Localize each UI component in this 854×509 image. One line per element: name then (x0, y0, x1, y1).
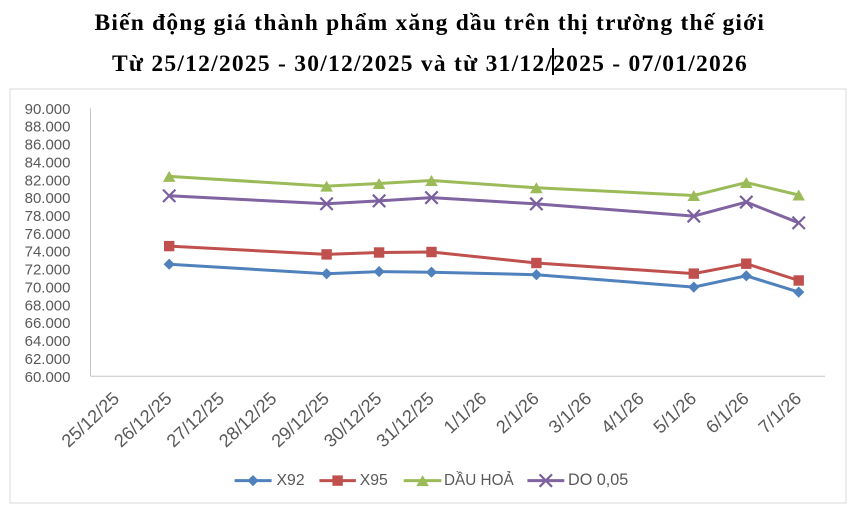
svg-text:88.000: 88.000 (25, 119, 71, 136)
svg-text:74.000: 74.000 (25, 244, 71, 261)
svg-text:60.000: 60.000 (25, 369, 71, 386)
svg-text:29/12/25: 29/12/25 (268, 388, 333, 451)
svg-text:5/1/26: 5/1/26 (650, 388, 701, 437)
svg-text:1/1/26: 1/1/26 (440, 388, 491, 437)
svg-text:26/12/25: 26/12/25 (110, 388, 175, 451)
svg-text:DO 0,05: DO 0,05 (568, 471, 628, 489)
svg-text:7/1/26: 7/1/26 (755, 388, 806, 437)
svg-text:90.000: 90.000 (25, 101, 71, 118)
svg-text:84.000: 84.000 (25, 154, 71, 171)
svg-text:70.000: 70.000 (25, 280, 71, 297)
svg-text:31/12/25: 31/12/25 (373, 388, 438, 451)
svg-text:30/12/25: 30/12/25 (320, 388, 385, 451)
svg-text:72.000: 72.000 (25, 262, 71, 279)
svg-text:3/1/26: 3/1/26 (545, 388, 596, 437)
svg-text:X95: X95 (360, 472, 388, 489)
svg-text:25/12/25: 25/12/25 (58, 388, 123, 451)
svg-text:28/12/25: 28/12/25 (215, 388, 280, 451)
svg-text:2/1/26: 2/1/26 (492, 388, 543, 437)
svg-text:78.000: 78.000 (25, 208, 71, 225)
svg-text:6/1/26: 6/1/26 (702, 388, 753, 437)
svg-text:68.000: 68.000 (25, 297, 71, 314)
svg-text:66.000: 66.000 (25, 315, 71, 332)
svg-text:86.000: 86.000 (25, 137, 71, 154)
svg-text:27/12/25: 27/12/25 (163, 388, 228, 451)
svg-text:DẦU HOẢ: DẦU HOẢ (444, 472, 514, 489)
svg-text:82.000: 82.000 (25, 172, 71, 189)
svg-text:64.000: 64.000 (25, 333, 71, 350)
svg-text:62.000: 62.000 (25, 351, 71, 368)
svg-text:76.000: 76.000 (25, 226, 71, 243)
svg-text:X92: X92 (277, 472, 305, 489)
svg-text:4/1/26: 4/1/26 (597, 388, 648, 437)
svg-text:80.000: 80.000 (25, 190, 71, 207)
